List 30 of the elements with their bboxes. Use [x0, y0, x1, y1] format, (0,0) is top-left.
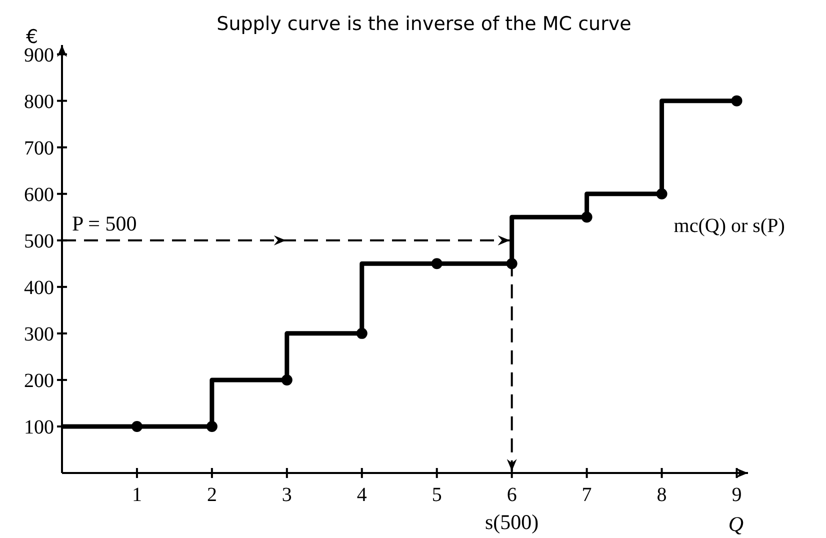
x-tick-label: 6 — [506, 484, 517, 506]
x-tick-label: 2 — [206, 484, 217, 506]
point — [206, 420, 218, 432]
ref-line-label: s(500) — [485, 510, 539, 534]
point — [656, 188, 668, 200]
y-tick-label: 300 — [24, 323, 54, 346]
chart-title: Supply curve is the inverse of the MC curve — [216, 13, 632, 35]
x-tick-label: 9 — [732, 484, 742, 506]
x-axis-title: Q — [728, 512, 744, 536]
y-tick-label: 100 — [24, 416, 54, 438]
point — [431, 258, 442, 270]
point — [281, 374, 292, 386]
point — [581, 212, 592, 223]
ref-line-label: P = 500 — [72, 211, 137, 236]
point — [731, 95, 742, 106]
y-tick-label: 200 — [24, 370, 54, 392]
y-tick-label: 400 — [24, 276, 54, 299]
x-tick-label: 8 — [656, 484, 667, 506]
x-tick-label: 4 — [356, 484, 367, 506]
point — [131, 420, 142, 432]
y-tick-label: 800 — [24, 90, 54, 113]
x-tick-label: 3 — [282, 484, 292, 506]
x-tick-label: 1 — [132, 484, 142, 506]
series-label: mc(Q) or s(P) — [674, 214, 785, 237]
x-tick-label: 5 — [432, 484, 442, 506]
x-tick-label: 7 — [582, 484, 592, 506]
y-tick-label: 500 — [24, 230, 54, 252]
point — [356, 328, 368, 339]
y-tick-label: 700 — [24, 137, 54, 160]
y-tick-label: 600 — [24, 184, 54, 206]
